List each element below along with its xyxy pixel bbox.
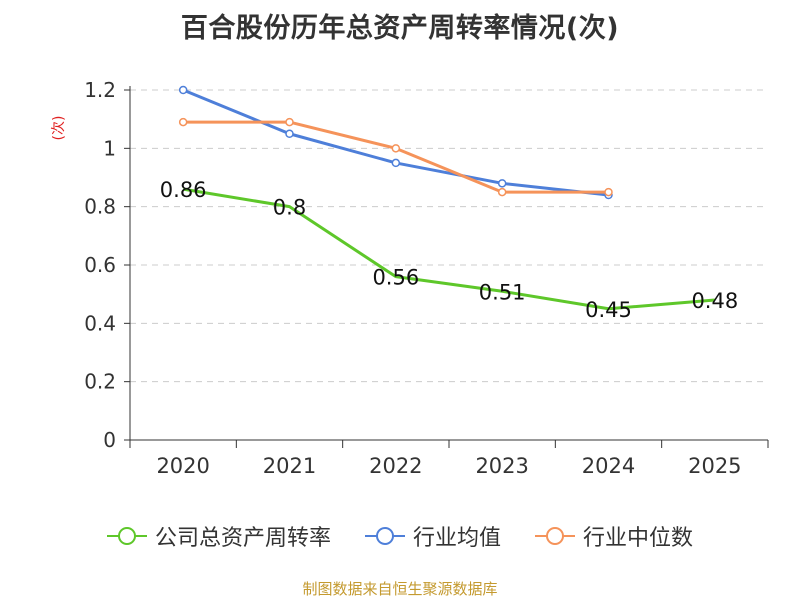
legend-label-company: 公司总资产周转率 [154, 526, 331, 551]
y-tick-label: 1.2 [84, 78, 116, 102]
legend-swatch-industry-mean [364, 527, 405, 545]
y-tick-label: 0.2 [84, 370, 116, 394]
data-point [391, 144, 401, 153]
legend-item-industry-mean[interactable]: 行业均值 [364, 520, 501, 552]
data-label: 0.86 [160, 178, 207, 202]
data-point [285, 129, 294, 138]
legend-label-industry-mean: 行业均值 [412, 526, 501, 551]
x-tick-label: 2025 [688, 454, 741, 478]
legend: 公司总资产周转率 行业均值 行业中位数 [0, 520, 800, 552]
legend-swatch-company [106, 527, 147, 545]
data-point [391, 158, 401, 168]
x-tick-label: 2022 [369, 454, 422, 478]
x-tick-label: 2024 [582, 454, 635, 478]
legend-swatch-industry-median [535, 527, 575, 545]
legend-item-industry-median[interactable]: 行业中位数 [535, 520, 693, 552]
source-note: 制图数据来自恒生聚源数据库 [302, 580, 498, 598]
chart-title: 百合股份历年总资产周转率情况(次) [180, 13, 620, 44]
data-label: 0.8 [273, 196, 306, 220]
data-point [178, 85, 188, 95]
y-tick-label: 1 [103, 136, 116, 160]
y-tick-label: 0 [103, 428, 116, 452]
x-tick-label: 2021 [263, 454, 316, 478]
data-label: 0.56 [372, 266, 419, 290]
legend-item-company[interactable]: 公司总资产周转率 [106, 520, 331, 552]
data-point [178, 117, 188, 127]
x-tick-label: 2020 [156, 454, 209, 478]
data-label: 0.45 [585, 298, 632, 322]
data-point [285, 117, 294, 127]
legend-label-industry-median: 行业中位数 [583, 526, 694, 551]
data-label: 0.51 [479, 280, 526, 304]
series-line-2 [183, 120, 609, 194]
data-point [604, 187, 613, 197]
y-tick-label: 0.6 [84, 253, 116, 277]
y-tick-label: 0.4 [84, 311, 116, 335]
x-tick-label: 2023 [475, 454, 528, 478]
data-point [497, 179, 507, 188]
series-line-1 [182, 88, 609, 197]
data-label: 0.48 [691, 289, 738, 313]
data-point [497, 187, 507, 197]
series-line-0 [182, 187, 715, 311]
y-tick-label: 0.8 [84, 195, 116, 219]
